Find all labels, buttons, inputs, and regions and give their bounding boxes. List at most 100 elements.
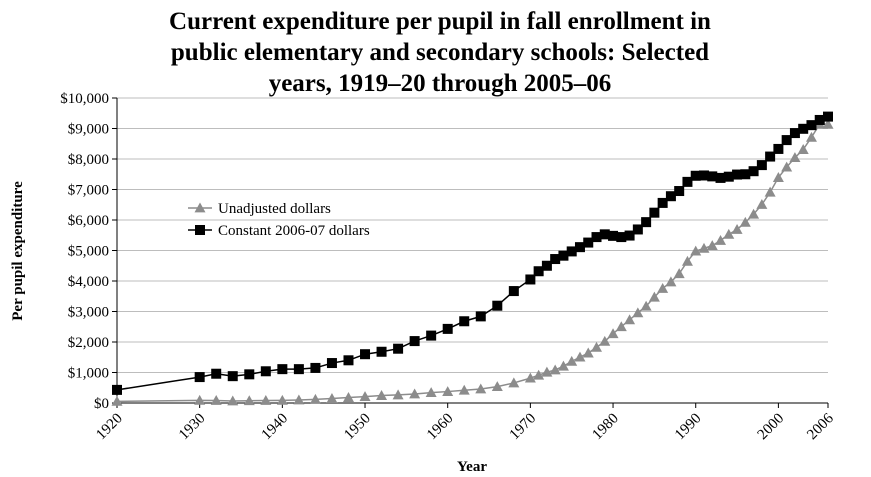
data-point [764, 186, 776, 197]
data-point [293, 364, 304, 375]
x-tick-label: 1930 [176, 411, 209, 444]
data-point [541, 366, 553, 377]
data-point [392, 389, 404, 400]
data-point [823, 111, 833, 122]
data-point [814, 114, 825, 125]
x-tick-label: 2006 [804, 410, 837, 443]
data-point [797, 144, 809, 154]
data-point [690, 170, 701, 181]
data-point [739, 216, 751, 227]
data-point [789, 152, 801, 163]
chart-title-line-3: years, 1919–20 through 2005–06 [268, 70, 612, 97]
x-tick-label: 1990 [672, 411, 705, 444]
data-point [599, 335, 611, 346]
data-point [210, 395, 222, 405]
data-point [425, 387, 437, 397]
y-axis-label: Per pupil expenditure [10, 181, 26, 321]
data-point [112, 384, 122, 395]
data-point [665, 276, 677, 287]
data-point [458, 384, 470, 395]
data-point [524, 372, 536, 383]
x-axis-label: Year [457, 459, 487, 475]
data-point [442, 323, 453, 334]
x-tick-labels: 1920 1930 1940 1950 1960 1970 1980 1990 2000 2006 [93, 410, 837, 443]
y-tick-label: $9,000 [68, 122, 109, 138]
data-point [276, 394, 288, 405]
data-point [277, 364, 288, 375]
data-point [632, 307, 644, 318]
data-point [723, 228, 735, 239]
data-point [715, 235, 727, 245]
x-tick-label: 1960 [424, 411, 457, 444]
data-point [343, 355, 354, 366]
y-tick-label: $6,000 [68, 213, 109, 229]
data-point [641, 217, 652, 228]
data-point [773, 143, 784, 154]
data-point [574, 242, 585, 253]
data-point [558, 250, 569, 261]
data-point [657, 197, 668, 208]
data-point [475, 383, 487, 394]
x-tick-label: 1980 [589, 411, 622, 444]
data-point [459, 316, 470, 327]
chart-title-line-1: Current expenditure per pupil in fall en… [169, 8, 711, 35]
data-point [508, 286, 519, 297]
data-point [533, 266, 544, 277]
x-tick-label: 1970 [507, 411, 540, 444]
data-point [640, 300, 652, 311]
data-point [491, 381, 503, 392]
data-point [789, 128, 800, 139]
x-tick-label: 2000 [755, 411, 788, 444]
data-point [557, 360, 569, 371]
data-point [599, 229, 610, 240]
chart-title: Current expenditure per pupil in fall en… [60, 6, 820, 99]
data-point [309, 393, 321, 404]
data-point [227, 371, 238, 382]
y-tick-labels: $0 $1,000 $2,000 $3,000 $4,000 $5,000 $6,000 $7… [60, 91, 109, 412]
data-point [781, 161, 793, 172]
x-tick-label: 1920 [93, 411, 126, 444]
data-point [806, 120, 817, 131]
data-point [550, 254, 561, 265]
data-point [359, 391, 371, 401]
data-point [194, 394, 206, 405]
data-point [360, 349, 371, 360]
data-point [393, 343, 404, 354]
data-point [409, 388, 421, 399]
data-point [781, 135, 792, 146]
data-point [674, 186, 685, 197]
data-point [475, 311, 486, 322]
y-tick-label: $5,000 [68, 244, 109, 260]
data-point [665, 191, 676, 202]
data-point [649, 207, 660, 218]
data-point [211, 368, 222, 379]
data-point [748, 166, 759, 177]
data-point [326, 393, 338, 403]
data-point [715, 172, 726, 183]
data-point [111, 395, 123, 406]
data-point [706, 240, 718, 251]
data-point [426, 330, 437, 341]
y-tick-label: $3,000 [68, 305, 109, 321]
data-point [409, 336, 420, 347]
data-point [698, 170, 709, 181]
data-point [748, 208, 760, 219]
y-tick-label: $10,000 [60, 91, 109, 107]
data-point [566, 355, 578, 366]
data-point [681, 255, 693, 266]
data-point [566, 246, 577, 257]
data-point [698, 242, 710, 253]
data-point [624, 230, 635, 241]
data-point [260, 395, 272, 405]
data-point [690, 245, 702, 256]
data-point [591, 341, 603, 352]
data-point [798, 123, 809, 134]
data-point [582, 347, 594, 358]
chart-title-line-2: public elementary and secondary schools:… [170, 39, 710, 66]
legend-marker [194, 202, 206, 213]
data-point [549, 364, 561, 375]
y-tick-label: $0 [94, 396, 109, 412]
data-point [260, 366, 271, 377]
data-point [243, 395, 255, 406]
